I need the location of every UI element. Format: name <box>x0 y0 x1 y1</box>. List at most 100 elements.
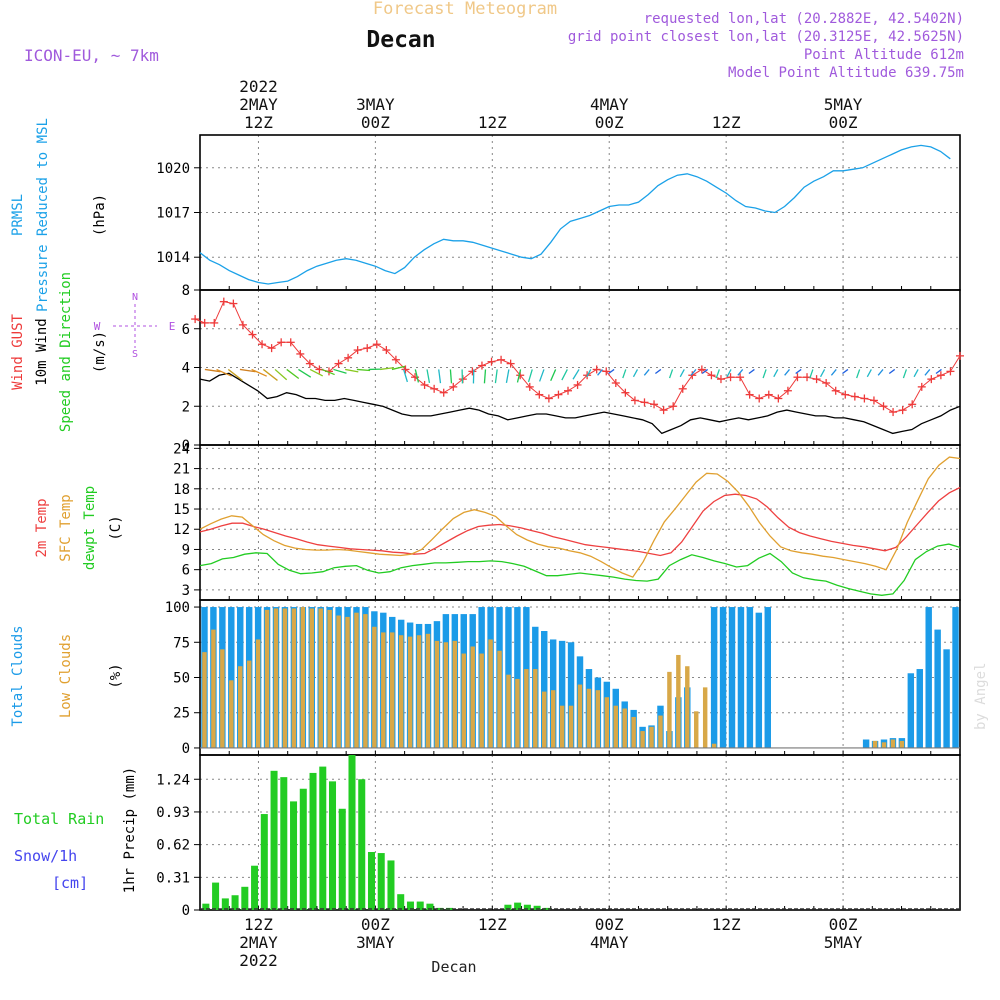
low-cloud-bar <box>685 666 690 748</box>
gust-marker <box>774 394 783 403</box>
low-cloud-bar <box>479 653 484 748</box>
low-cloud-bar <box>694 711 699 748</box>
wind-arrow <box>483 369 487 384</box>
low-cloud-bar <box>461 653 466 748</box>
low-cloud-bar <box>497 650 502 748</box>
wind-arrow <box>333 368 347 374</box>
ylabel-2-3: (C) <box>108 515 124 540</box>
gust-marker <box>889 408 898 417</box>
gust-marker <box>296 349 305 358</box>
ytick-label: 1017 <box>156 206 190 222</box>
cloud-series <box>200 607 960 749</box>
low-cloud-bar <box>595 690 601 748</box>
total-cloud-bar <box>514 607 521 748</box>
low-cloud-bar <box>524 669 529 748</box>
low-cloud-bar <box>336 615 341 748</box>
wind-arrow <box>356 368 371 372</box>
pressure-series <box>199 144 951 285</box>
low-cloud-bar <box>282 608 288 748</box>
ytick-label: 18 <box>173 482 190 498</box>
wind-arrow <box>438 369 442 384</box>
low-cloud-bar <box>658 715 663 748</box>
total-cloud-bar <box>907 673 915 748</box>
wind-arrow <box>748 368 755 375</box>
point-altitude: Point Altitude 612m <box>804 47 964 63</box>
low-cloud-bar <box>452 640 458 748</box>
dewpt-line <box>199 543 961 596</box>
requested-coords: requested lon,lat (20.2882E, 42.5402N) <box>644 11 964 27</box>
bottom-axis-date: 3MAY <box>356 933 395 952</box>
rain-bar <box>543 907 551 910</box>
low-cloud-bar <box>327 609 332 748</box>
ylabel-3-0: Total Clouds <box>10 625 26 726</box>
rain-bar <box>299 788 307 910</box>
wind-arrow <box>773 369 779 378</box>
gust-marker <box>344 353 353 362</box>
bottom-axis-hour: 00Z <box>829 915 858 934</box>
top-axis-hour: 00Z <box>361 113 390 132</box>
total-cloud-bar <box>728 607 736 748</box>
gust-marker <box>602 367 611 376</box>
total-cloud-bar <box>943 649 950 748</box>
rain-bar <box>338 808 346 910</box>
low-cloud-bar <box>425 633 431 748</box>
wind-arrow <box>608 368 615 375</box>
gust-marker <box>707 371 716 380</box>
wind-arrow <box>561 369 568 381</box>
compass-e: E <box>169 320 176 333</box>
top-axis-year: 2022 <box>239 77 278 96</box>
ytick-label: 2 <box>182 399 190 415</box>
low-cloud-bar <box>407 636 413 748</box>
gust-marker <box>879 402 888 411</box>
low-cloud-bar <box>300 607 306 748</box>
wind-arrow <box>842 368 849 375</box>
rain-bar <box>426 903 434 910</box>
ytick-label: 4 <box>182 361 190 377</box>
ylabel-2-2: dewpt Temp <box>82 486 98 570</box>
wind-arrow <box>597 369 603 376</box>
gust-marker <box>592 365 601 374</box>
low-cloud-bar <box>354 612 359 748</box>
gust-marker <box>822 379 831 387</box>
gust-marker <box>477 361 486 370</box>
top-axis-date: 5MAY <box>824 95 863 114</box>
ytick-label: 50 <box>173 671 190 687</box>
rain-bar <box>309 772 317 910</box>
ytick-label: 100 <box>165 600 190 616</box>
gust-marker <box>946 367 955 376</box>
wind-arrow <box>622 369 627 379</box>
gust-marker <box>917 382 926 391</box>
low-cloud-bar <box>676 654 681 748</box>
pressure-line <box>199 144 951 285</box>
low-cloud-bar <box>381 632 386 748</box>
panel-2: 3 6 9 12 15 18 21 24 <box>173 441 961 601</box>
gust-marker <box>535 390 544 399</box>
wind-arrow <box>516 369 522 383</box>
gust-marker <box>860 394 869 403</box>
low-cloud-bar <box>604 697 610 748</box>
gust-marker <box>697 365 706 374</box>
wind-arrow <box>655 368 662 375</box>
rain-bar <box>270 770 278 910</box>
gust-marker <box>812 375 821 384</box>
wind-arrow <box>345 368 359 373</box>
top-axis-hour: 12Z <box>712 113 741 132</box>
ylabel-3-1: Low Clouds <box>58 634 74 718</box>
bottom-axis-date: 4MAY <box>590 933 629 952</box>
model-altitude: Model Point Altitude 639.75m <box>728 65 964 81</box>
wind-arrow <box>913 369 919 378</box>
low-cloud-bar <box>559 705 565 748</box>
gust-marker <box>554 390 563 399</box>
gust-marker <box>783 386 792 395</box>
ytick-label: 12 <box>173 522 190 538</box>
total-cloud-bar <box>719 607 727 748</box>
low-cloud-bar <box>577 684 583 748</box>
total-cloud-bar <box>746 607 754 748</box>
gust-marker <box>258 340 267 349</box>
gust-marker <box>898 406 907 415</box>
top-axis-hour: 00Z <box>829 113 858 132</box>
ylabel-1-1: 10m Wind <box>34 318 50 385</box>
wind-arrow <box>527 369 533 383</box>
gust-marker <box>439 388 448 397</box>
low-cloud-bar <box>550 690 556 748</box>
